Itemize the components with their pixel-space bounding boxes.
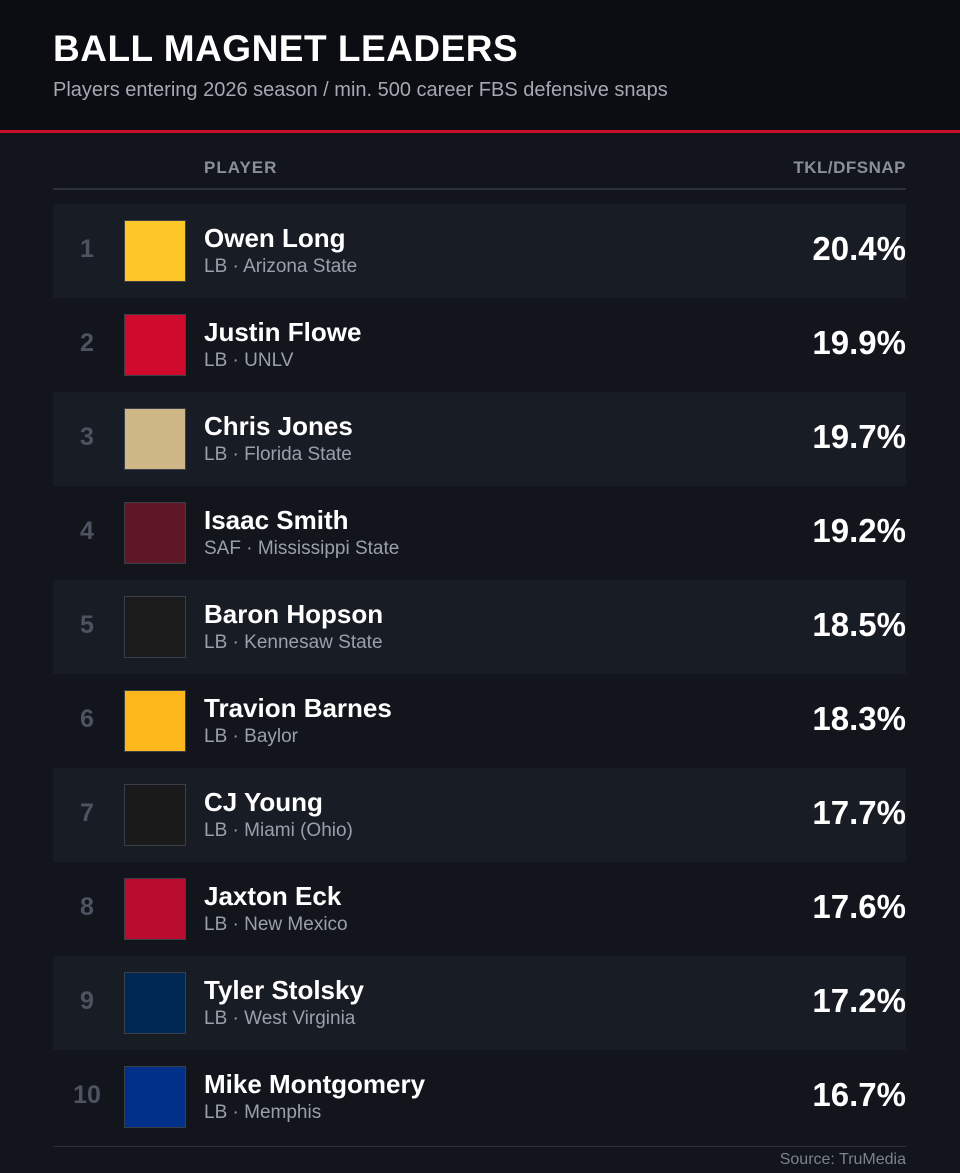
team-logo (124, 878, 186, 940)
player-name: Mike Montgomery (204, 1069, 426, 1099)
separator: · (232, 726, 239, 747)
player-info: LB · Baylor (204, 726, 298, 748)
rank: 9 (80, 987, 94, 1015)
school: West Virginia (244, 1008, 356, 1029)
school: Mississippi State (257, 538, 400, 559)
position: LB (204, 632, 228, 653)
stat-value: 19.2% (812, 512, 906, 549)
separator: · (232, 256, 239, 277)
stat-value: 18.3% (812, 700, 906, 737)
table-row: 9 Tyler Stolsky LB · West Virginia 17.2% (53, 956, 906, 1050)
position: LB (204, 256, 228, 277)
stat-value: 17.2% (812, 982, 906, 1019)
player-name: Travion Barnes (204, 693, 392, 723)
source: Source: TruMedia (779, 1151, 906, 1168)
stat-value: 17.6% (812, 888, 906, 925)
table-row: 2 Justin Flowe LB · UNLV 19.9% (53, 298, 906, 392)
team-logo (124, 596, 186, 658)
player-name: Isaac Smith (204, 505, 349, 535)
stat-value: 19.7% (812, 418, 906, 455)
position: LB (204, 726, 228, 747)
rank: 2 (80, 329, 94, 357)
player-info: LB · Florida State (204, 444, 352, 466)
separator: · (232, 350, 239, 371)
position: LB (204, 444, 228, 465)
separator: · (246, 538, 253, 559)
table-row: 7 CJ Young LB · Miami (Ohio) 17.7% (53, 768, 906, 862)
rank: 3 (80, 423, 94, 451)
player-info: LB · Memphis (204, 1102, 321, 1124)
separator: · (232, 914, 239, 935)
divider (53, 1146, 906, 1147)
rank: 5 (80, 611, 94, 639)
team-logo (124, 972, 186, 1034)
player-info: LB · Kennesaw State (204, 632, 383, 654)
column-header: TKL/DFSNAP (793, 158, 906, 177)
school: Florida State (244, 444, 352, 465)
team-logo (124, 314, 186, 376)
player-info: LB · Miami (Ohio) (204, 820, 353, 842)
rank: 4 (80, 517, 94, 545)
player-name: Tyler Stolsky (204, 975, 364, 1005)
school: Baylor (244, 726, 298, 747)
rank: 7 (80, 799, 94, 827)
title: BALL MAGNET LEADERS (53, 28, 519, 69)
player-name: Chris Jones (204, 411, 353, 441)
player-name: Owen Long (204, 223, 346, 253)
rank: 10 (73, 1081, 101, 1109)
school: Memphis (244, 1102, 322, 1123)
player-info: LB · West Virginia (204, 1008, 355, 1030)
separator: · (232, 1008, 239, 1029)
stat-value: 20.4% (812, 230, 906, 267)
team-logo (124, 502, 186, 564)
position: LB (204, 914, 228, 935)
header: BALL MAGNET LEADERS Players entering 202… (0, 0, 960, 133)
position: LB (204, 1008, 228, 1029)
player-info: SAF · Mississippi State (204, 538, 399, 560)
team-logo (124, 220, 186, 282)
player-info: LB · New Mexico (204, 914, 348, 936)
team-logo (124, 408, 186, 470)
subtitle: Players entering 2026 season / min. 500 … (53, 79, 668, 101)
position: LB (204, 1102, 228, 1123)
table-row: 6 Travion Barnes LB · Baylor 18.3% (53, 674, 906, 768)
stat-value: 19.9% (812, 324, 906, 361)
separator: · (232, 1102, 239, 1123)
player-name: Jaxton Eck (204, 881, 342, 911)
separator: · (232, 632, 239, 653)
school: UNLV (244, 350, 294, 371)
player-info: LB · UNLV (204, 350, 293, 372)
player-info: LB · Arizona State (204, 256, 357, 278)
stat-value: 16.7% (812, 1076, 906, 1113)
player-name: Baron Hopson (204, 599, 384, 629)
separator: · (232, 444, 239, 465)
player-name: CJ Young (204, 787, 323, 817)
table-row: 8 Jaxton Eck LB · New Mexico 17.6% (53, 862, 906, 956)
school: Kennesaw State (244, 632, 383, 653)
table-row: 5 Baron Hopson LB · Kennesaw State 18.5% (53, 580, 906, 674)
column-header: PLAYER (204, 158, 278, 177)
position: LB (204, 820, 228, 841)
table-row: 10 Mike Montgomery LB · Memphis 16.7% (53, 1050, 906, 1144)
team-logo (124, 690, 186, 752)
rank: 1 (80, 235, 94, 263)
stat-value: 17.7% (812, 794, 906, 831)
separator: · (232, 820, 239, 841)
divider (53, 188, 906, 190)
team-logo (124, 1066, 186, 1128)
player-name: Justin Flowe (204, 317, 362, 347)
school: Arizona State (243, 256, 358, 277)
rank: 8 (80, 893, 94, 921)
team-logo (124, 784, 186, 846)
position: SAF (204, 538, 241, 559)
rank: 6 (80, 705, 94, 733)
position: LB (204, 350, 228, 371)
school: Miami (Ohio) (244, 820, 353, 841)
table-row: 4 Isaac Smith SAF · Mississippi State 19.2% (53, 486, 906, 580)
stat-value: 18.5% (812, 606, 906, 643)
table-row: 3 Chris Jones LB · Florida State 19.7% (53, 392, 906, 486)
table-row: 1 Owen Long LB · Arizona State 20.4% (53, 204, 906, 298)
school: New Mexico (244, 914, 348, 935)
